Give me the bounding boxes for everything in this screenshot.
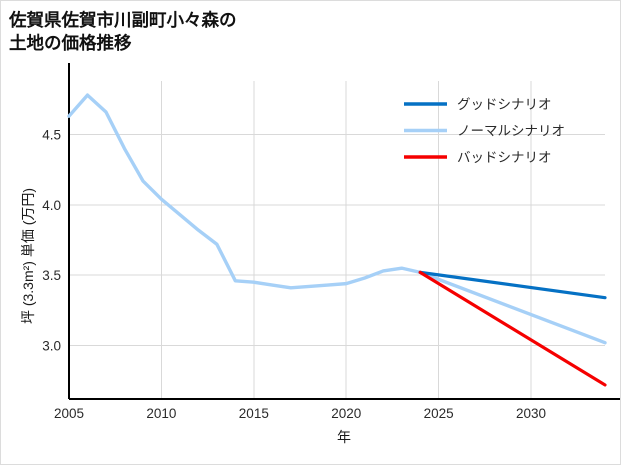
x-tick-label: 2010	[146, 406, 176, 421]
y-tick-label: 4.0	[42, 198, 61, 213]
y-tick-label: 3.5	[42, 268, 61, 283]
y-axis-title: 坪 (3.3m²) 単価 (万円)	[20, 188, 36, 324]
series-line-good	[418, 270, 607, 300]
series-line-normal	[67, 93, 607, 345]
x-tick-label: 2015	[239, 406, 269, 421]
gridlines-group	[68, 81, 605, 399]
y-tick-label: 3.0	[42, 339, 61, 354]
x-tick-label: 2005	[54, 406, 84, 421]
x-tick-label: 2025	[424, 406, 454, 421]
x-axis-title: 年	[337, 429, 351, 445]
y-tick-label: 4.5	[42, 127, 61, 142]
series-group	[67, 93, 607, 387]
page-title: 佐賀県佐賀市川副町小々森の 土地の価格推移	[9, 10, 237, 54]
x-axis-tick-labels: 2005 2010 2015 2020 2025 2030	[54, 406, 546, 421]
legend-label: ノーマルシナリオ	[457, 124, 565, 139]
axis-spines-group	[67, 63, 620, 401]
x-tick-label: 2020	[331, 406, 361, 421]
series-line-bad	[418, 270, 607, 387]
x-tick-label: 2030	[516, 406, 546, 421]
legend-label: バッドシナリオ	[457, 150, 552, 165]
y-axis-tick-labels: 3.0 3.5 4.0 4.5	[42, 127, 61, 353]
legend-label: グッドシナリオ	[457, 97, 552, 112]
